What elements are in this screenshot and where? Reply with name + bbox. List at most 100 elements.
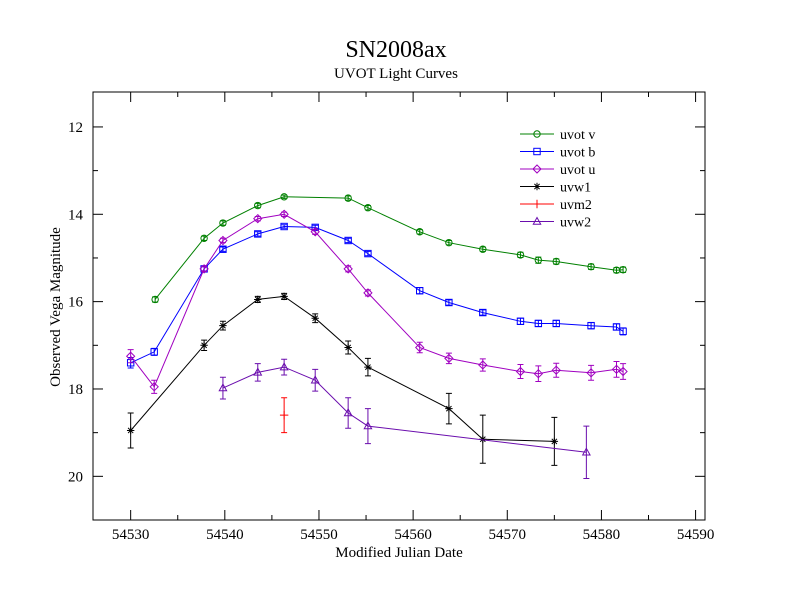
data-point-uvot-u [533,368,544,379]
data-point-uvot-u [618,366,628,377]
data-point-uvot-u [415,342,425,353]
legend-item-uvot-v: uvot v [520,128,595,143]
error-bar-uvot-b [254,231,261,237]
data-point-uvw2 [218,383,228,392]
data-point-uvot-v [219,219,227,227]
error-bar-uvot-b [479,309,486,316]
data-point-uvw2 [363,421,373,430]
x-tick-label: 54590 [677,527,715,543]
data-point-uvot-u [515,366,526,377]
legend-item-uvw2: uvw2 [520,216,591,231]
error-bar-uvot-u [345,265,352,273]
y-tick-label: 14 [68,207,84,223]
x-tick-label: 54550 [300,527,338,543]
x-tick-label: 54530 [112,527,150,543]
error-bar-uvot-u [364,289,371,297]
data-point-uvot-b [479,308,487,317]
data-point-uvot-v [416,228,424,236]
y-axis-label: Observed Vega Magnitude [48,227,64,387]
data-point-uvot-v [151,295,159,304]
legend-label: uvw1 [560,181,591,196]
x-tick-label: 54560 [394,527,432,543]
error-bar-uvot-b [416,287,423,295]
legend-marker-uvot-b [533,147,541,156]
data-point-uvot-u [279,209,289,219]
data-point-uvot-u [586,368,596,378]
legend-marker-uvw2 [532,216,542,225]
data-point-uvot-v [619,266,627,274]
data-point-uvot-v [364,204,372,212]
series-line-uvw1 [130,295,555,442]
chart-subtitle: UVOT Light Curves [334,66,458,82]
legend-marker-uvw1 [533,182,541,191]
data-point-uvw2 [343,407,353,417]
legend-label: uvot u [560,163,595,178]
data-point-uvw2 [310,375,320,384]
legend-item-uvot-u: uvot u [520,163,595,178]
legend: uvot v uvot b uvot u uvw1 uvm2 uvw2 [510,122,618,235]
data-point-uvot-b [552,319,560,328]
legend-item-uvm2: uvm2 [520,198,592,213]
data-point-uvot-b [587,321,595,330]
data-point-uvw2 [581,447,591,456]
data-point-uvot-u [310,227,320,237]
error-bar-uvot-v [416,229,423,235]
data-point-uvot-b [150,348,158,356]
data-point-uvot-u [611,364,622,375]
error-bar-uvot-b [620,327,627,336]
legend-label: uvot v [560,128,595,143]
series-uvw2 [218,358,591,480]
data-point-uvw1 [280,292,288,301]
legend-label: uvot b [560,146,595,161]
series-uvot-u [125,209,628,394]
data-point-uvot-b [516,317,525,325]
data-point-uvw1 [445,404,453,413]
data-point-uvw1 [550,437,559,446]
axes: 54530 54540 54550 54560 54570 54580 54590 12 14 1… [68,92,714,543]
series-uvot-v [151,193,627,304]
error-bar-uvot-b [445,299,452,306]
data-point-uvw1 [344,343,352,352]
data-point-uvot-u [199,264,209,274]
data-point-uvot-b [534,319,543,328]
series-uvw1 [126,292,559,466]
data-point-uvw2 [279,362,289,371]
error-bar-uvot-b [364,250,371,257]
legend-marker-uvot-u [532,164,542,174]
data-point-uvot-u [125,351,136,361]
error-bar-uvot-b [219,246,226,252]
x-tick-label: 54540 [206,527,244,543]
data-point-uvot-u [444,353,454,364]
error-bar-uvot-b [281,224,288,229]
error-bar-uvot-b [345,237,352,244]
series-uvm2 [279,397,289,434]
error-bar-uvw2 [281,358,288,376]
data-point-uvot-v [344,194,352,202]
data-point-uvw1 [479,435,487,443]
chart-title: SN2008ax [345,37,446,63]
legend-label: uvw2 [560,216,591,231]
data-point-uvot-u [218,235,228,246]
data-point-uvot-b [200,265,208,273]
legend-box [510,122,618,235]
data-point-uvot-b [612,323,621,331]
x-tick-label: 54570 [489,527,527,543]
y-tick-label: 12 [68,120,83,136]
data-point-uvot-v [516,251,525,259]
error-bar-uvot-u [620,363,627,380]
data-point-uvw1 [364,363,372,371]
data-point-uvot-b [219,245,227,253]
series-uvot-b [126,222,627,369]
legend-label: uvm2 [560,198,592,213]
series-layer [125,193,628,480]
data-point-uvw1 [200,341,208,350]
data-point-uvot-u [343,264,353,274]
error-bar-uvot-u [613,360,620,378]
data-point-uvot-v [534,256,543,264]
data-point-uvot-u [478,360,488,370]
data-point-uvot-v [280,193,288,201]
data-point-uvot-u [253,213,263,224]
series-line-uvot-v [154,196,624,300]
data-point-uvot-b [445,298,453,307]
